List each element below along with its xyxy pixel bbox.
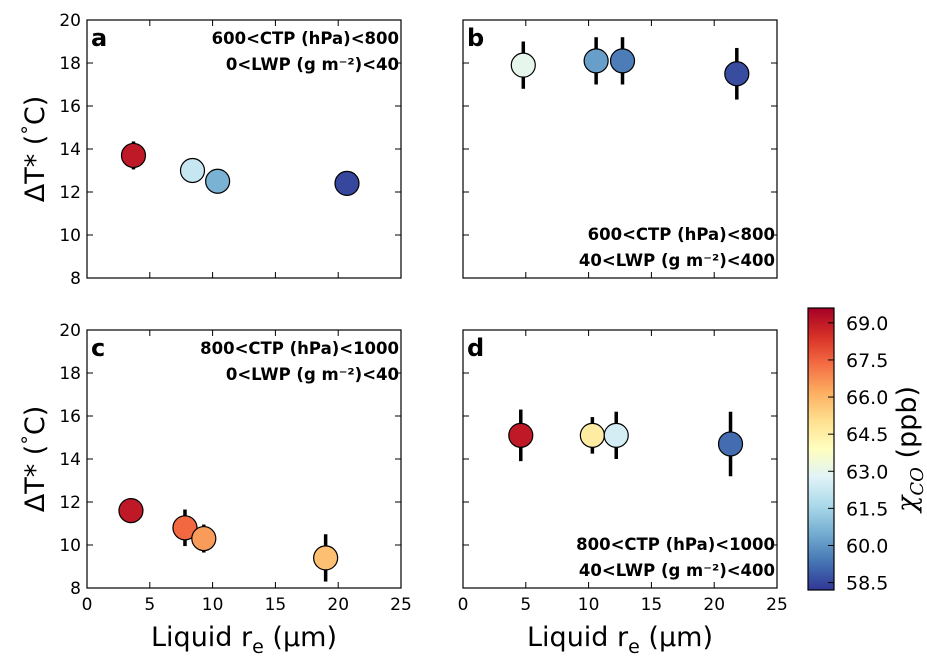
colorbar bbox=[807, 307, 835, 591]
annotation: 40<LWP (g m⁻²)<400 bbox=[579, 251, 775, 270]
annotation: 0<LWP (g m⁻²)<40 bbox=[226, 55, 399, 74]
marker bbox=[724, 61, 750, 87]
x-label-text: (μm) bbox=[264, 622, 337, 653]
marker bbox=[510, 52, 536, 78]
annotation: 800<CTP (hPa)<1000 bbox=[576, 535, 775, 554]
colorbar-tick-label: 58.5 bbox=[846, 573, 888, 595]
marker bbox=[334, 170, 360, 196]
x-tick-label: 25 bbox=[766, 595, 788, 615]
y-tick-label: 18 bbox=[59, 54, 81, 74]
marker bbox=[717, 431, 744, 457]
axes-frame bbox=[462, 19, 778, 279]
y-tick-label: 8 bbox=[70, 269, 81, 289]
x-tick-label: 0 bbox=[82, 595, 93, 615]
colorbar-tick-label: 64.5 bbox=[846, 424, 888, 446]
y-tick-label: 14 bbox=[59, 450, 81, 470]
colorbar-tick-label: 69.0 bbox=[846, 313, 888, 335]
y-axis-label: ΔT* (°C) bbox=[18, 96, 51, 202]
y-label-text: C) bbox=[20, 406, 51, 435]
y-label-text: ΔT* ( bbox=[20, 445, 51, 513]
annotation: 600<CTP (hPa)<800 bbox=[212, 29, 399, 48]
colorbar-label-unit: (ppb) bbox=[892, 386, 923, 467]
y-tick-label: 10 bbox=[59, 536, 81, 556]
marker bbox=[205, 168, 231, 194]
x-tick-label: 15 bbox=[265, 595, 287, 615]
marker bbox=[191, 525, 217, 552]
x-tick-label: 25 bbox=[390, 595, 412, 615]
axes-frame bbox=[462, 329, 778, 589]
y-tick-label: 12 bbox=[59, 183, 81, 203]
colorbar-tick-label: 60.0 bbox=[846, 535, 888, 557]
y-label-text: ΔT* ( bbox=[20, 135, 51, 203]
y-tick-label: 14 bbox=[59, 140, 81, 160]
marker bbox=[508, 422, 534, 448]
colorbar-tick-label: 63.0 bbox=[846, 461, 888, 483]
x-axis-label: Liquid re (μm) bbox=[151, 622, 337, 656]
marker bbox=[609, 48, 636, 74]
marker bbox=[603, 422, 629, 448]
axes-frame bbox=[86, 19, 402, 279]
y-label-sup: ° bbox=[18, 435, 40, 445]
y-axis-label: ΔT* (°C) bbox=[18, 406, 51, 512]
x-tick-label: 15 bbox=[641, 595, 663, 615]
colorbar-tick-label: 66.0 bbox=[846, 387, 888, 409]
annotation: 800<CTP (hPa)<1000 bbox=[200, 339, 399, 358]
colorbar-label-sub: CO bbox=[907, 467, 927, 496]
y-label-text: C) bbox=[20, 96, 51, 125]
x-tick-label: 10 bbox=[202, 595, 224, 615]
colorbar-tick-label: 67.5 bbox=[846, 350, 888, 372]
x-label-sub: e bbox=[628, 636, 640, 656]
marker bbox=[172, 515, 198, 541]
y-tick-label: 18 bbox=[59, 364, 81, 384]
panel-label: d bbox=[467, 334, 484, 362]
marker bbox=[120, 142, 147, 169]
marker bbox=[583, 48, 609, 74]
axes-frame bbox=[86, 329, 402, 589]
x-tick-label: 10 bbox=[578, 595, 600, 615]
y-tick-label: 16 bbox=[59, 407, 81, 427]
marker bbox=[313, 545, 339, 571]
x-label-text: Liquid r bbox=[151, 622, 253, 653]
y-tick-label: 16 bbox=[59, 97, 81, 117]
colorbar-label-symbol: χ bbox=[892, 494, 923, 514]
x-label-text: (μm) bbox=[640, 622, 713, 653]
marker bbox=[118, 498, 144, 524]
x-tick-label: 0 bbox=[458, 595, 469, 615]
y-tick-label: 10 bbox=[59, 226, 81, 246]
y-tick-label: 8 bbox=[70, 579, 81, 599]
marker bbox=[579, 422, 605, 448]
marker bbox=[179, 157, 206, 184]
x-label-text: Liquid r bbox=[527, 622, 629, 653]
colorbar-label: χCO (ppb) bbox=[892, 386, 927, 514]
x-label-sub: e bbox=[252, 636, 264, 656]
annotation: 0<LWP (g m⁻²)<40 bbox=[226, 365, 399, 384]
x-axis-label: Liquid re (μm) bbox=[527, 622, 713, 656]
y-tick-label: 20 bbox=[59, 11, 81, 31]
y-tick-label: 12 bbox=[59, 493, 81, 513]
annotation: 40<LWP (g m⁻²)<400 bbox=[579, 561, 775, 580]
x-tick-label: 5 bbox=[144, 595, 155, 615]
colorbar-tick-label: 61.5 bbox=[846, 498, 888, 520]
annotation: 600<CTP (hPa)<800 bbox=[588, 225, 775, 244]
x-tick-label: 5 bbox=[520, 595, 531, 615]
x-tick-label: 20 bbox=[327, 595, 349, 615]
y-label-sup: ° bbox=[18, 125, 40, 135]
panel-label: a bbox=[91, 24, 107, 52]
y-tick-label: 20 bbox=[59, 321, 81, 341]
x-tick-label: 20 bbox=[703, 595, 725, 615]
panel-label: c bbox=[91, 334, 105, 362]
panel-label: b bbox=[467, 24, 484, 52]
